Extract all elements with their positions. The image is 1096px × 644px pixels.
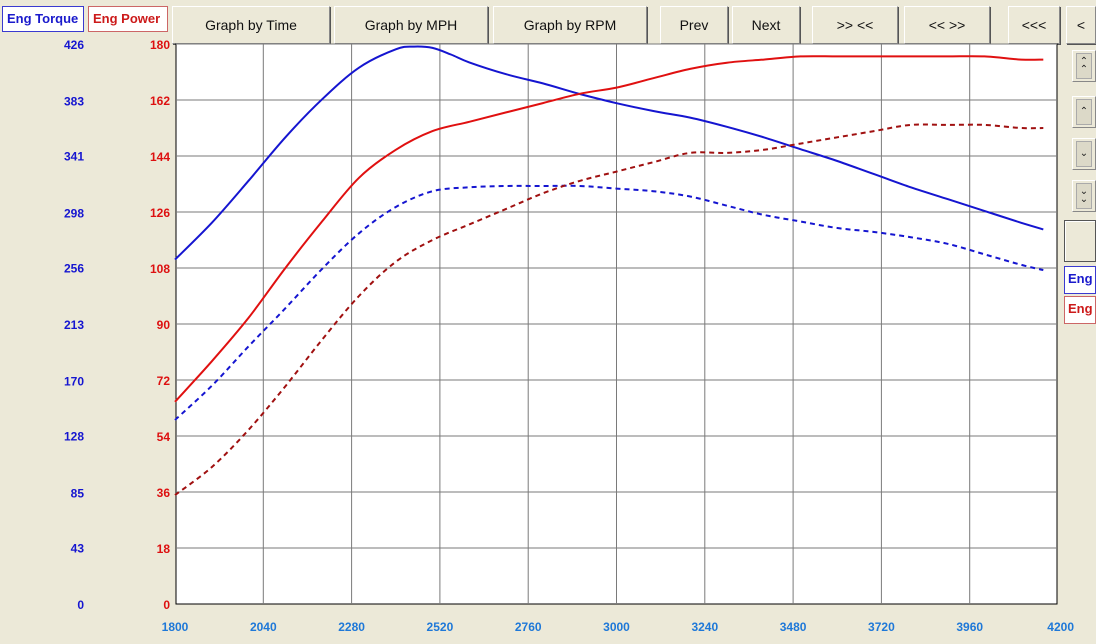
rpm-tick-label: 3720 xyxy=(868,620,895,634)
scroll-left-button[interactable]: <<< xyxy=(1008,6,1060,44)
graph-by-time-button[interactable]: Graph by Time xyxy=(172,6,330,44)
torque-tick-label: 43 xyxy=(71,541,85,555)
tab-eng-power[interactable]: Eng Power xyxy=(88,6,168,32)
power-tick-label: 180 xyxy=(150,38,170,52)
chevron-up-icon: ⌃ xyxy=(1076,99,1092,125)
power-dashed-series-line xyxy=(174,123,1044,496)
zoom-in-button[interactable]: >> << xyxy=(812,6,898,44)
next-button[interactable]: Next xyxy=(732,6,800,44)
torque-tick-label: 298 xyxy=(64,206,84,220)
side-panel-button[interactable] xyxy=(1064,220,1096,262)
torque-tick-label: 213 xyxy=(64,318,84,332)
power-tick-label: 18 xyxy=(157,542,171,556)
power-tick-label: 90 xyxy=(157,318,171,332)
power-tick-label: 108 xyxy=(150,262,170,276)
rpm-tick-label: 2040 xyxy=(250,620,277,634)
torque-dashed-series-line xyxy=(174,184,1044,421)
rpm-tick-label: 2280 xyxy=(338,620,365,634)
rpm-tick-label: 3240 xyxy=(691,620,718,634)
torque-tick-label: 341 xyxy=(64,150,84,164)
chevron-down-icon: ⌄ xyxy=(1076,141,1092,167)
graph-by-rpm-button[interactable]: Graph by RPM xyxy=(493,6,647,44)
zoom-out-button[interactable]: << >> xyxy=(904,6,990,44)
torque-tick-label: 256 xyxy=(64,261,84,275)
rpm-tick-label: 2760 xyxy=(515,620,542,634)
rpm-tick-label: 3480 xyxy=(780,620,807,634)
rpm-tick-label: 3960 xyxy=(956,620,983,634)
rpm-tick-label: 3000 xyxy=(603,620,630,634)
torque-tick-label: 128 xyxy=(64,430,84,444)
rpm-chart: 0 43 85 128 170 213 256 298 341 383 426 0 18 36 54 72 90… xyxy=(64,38,1074,634)
scroll-down-button[interactable]: ⌄ xyxy=(1072,138,1096,170)
power-tick-label: 162 xyxy=(150,94,170,108)
rpm-tick-label: 2520 xyxy=(427,620,454,634)
double-chevron-down-icon: ⌄ ⌄ xyxy=(1076,183,1092,209)
scroll-top-button[interactable]: ⌃ ⌃ xyxy=(1072,50,1096,82)
power-tick-label: 72 xyxy=(157,374,171,388)
scroll-left-single-button[interactable]: < xyxy=(1066,6,1096,44)
power-tick-label: 126 xyxy=(150,206,170,220)
tab-eng-torque[interactable]: Eng Torque xyxy=(2,6,84,32)
double-chevron-up-icon: ⌃ ⌃ xyxy=(1076,53,1092,79)
side-tab-eng-torque[interactable]: Eng xyxy=(1064,266,1096,294)
torque-tick-label: 383 xyxy=(64,95,84,109)
torque-tick-label: 170 xyxy=(64,375,84,389)
scroll-bottom-button[interactable]: ⌄ ⌄ xyxy=(1072,180,1096,212)
power-solid-series-line xyxy=(174,55,1044,403)
power-tick-label: 54 xyxy=(157,430,171,444)
torque-tick-label: 0 xyxy=(77,598,84,612)
power-tick-label: 0 xyxy=(163,598,170,612)
rpm-tick-label: 1800 xyxy=(162,620,189,634)
torque-tick-label: 426 xyxy=(64,38,84,52)
rpm-tick-label: 4200 xyxy=(1047,620,1074,634)
torque-tick-label: 85 xyxy=(71,486,85,500)
side-tab-eng-power[interactable]: Eng xyxy=(1064,296,1096,324)
power-tick-label: 144 xyxy=(150,150,170,164)
scroll-up-button[interactable]: ⌃ xyxy=(1072,96,1096,128)
power-tick-label: 36 xyxy=(157,486,171,500)
